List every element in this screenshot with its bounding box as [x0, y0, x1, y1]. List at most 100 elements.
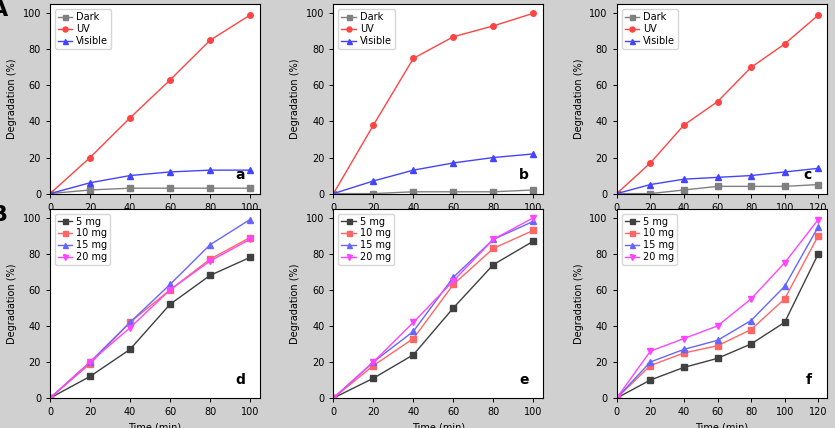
10 mg	[813, 233, 823, 238]
5 mg	[205, 273, 215, 278]
Line: 20 mg: 20 mg	[48, 237, 253, 401]
Visible	[165, 169, 175, 175]
10 mg	[85, 361, 95, 366]
5 mg	[245, 255, 255, 260]
UV	[488, 24, 498, 29]
Y-axis label: Degradation (%): Degradation (%)	[574, 263, 584, 344]
15 mg	[328, 395, 338, 401]
UV	[679, 122, 689, 128]
20 mg	[679, 336, 689, 341]
Visible	[85, 180, 95, 185]
20 mg	[408, 320, 418, 325]
Line: UV: UV	[614, 12, 821, 196]
5 mg	[529, 239, 539, 244]
Dark	[679, 187, 689, 193]
Line: Dark: Dark	[48, 185, 253, 196]
Line: Visible: Visible	[614, 166, 821, 196]
UV	[712, 99, 722, 104]
UV	[645, 160, 655, 166]
Text: e: e	[519, 373, 529, 386]
10 mg	[679, 351, 689, 356]
Visible	[612, 191, 622, 196]
Line: 20 mg: 20 mg	[331, 215, 536, 401]
20 mg	[85, 360, 95, 365]
Line: 10 mg: 10 mg	[331, 228, 536, 401]
Dark	[746, 184, 757, 189]
Text: b: b	[519, 168, 529, 182]
Line: Dark: Dark	[331, 187, 536, 196]
15 mg	[645, 360, 655, 365]
20 mg	[328, 395, 338, 401]
Visible	[368, 178, 378, 184]
10 mg	[245, 235, 255, 240]
Dark	[488, 189, 498, 194]
20 mg	[45, 395, 55, 401]
10 mg	[45, 395, 55, 401]
5 mg	[712, 356, 722, 361]
15 mg	[165, 282, 175, 287]
X-axis label: Time (min): Time (min)	[696, 218, 748, 228]
15 mg	[612, 395, 622, 401]
20 mg	[125, 325, 135, 330]
5 mg	[612, 395, 622, 401]
Dark	[448, 189, 458, 194]
Visible	[448, 160, 458, 166]
5 mg	[746, 342, 757, 347]
Y-axis label: Degradation (%): Degradation (%)	[574, 59, 584, 139]
Text: f: f	[806, 373, 812, 386]
Line: Visible: Visible	[331, 151, 536, 196]
Dark	[645, 191, 655, 196]
10 mg	[368, 363, 378, 368]
Legend: Dark, UV, Visible: Dark, UV, Visible	[621, 9, 678, 49]
Visible	[712, 175, 722, 180]
10 mg	[408, 336, 418, 341]
UV	[245, 12, 255, 18]
UV	[529, 11, 539, 16]
Visible	[125, 173, 135, 178]
10 mg	[328, 395, 338, 401]
20 mg	[529, 215, 539, 220]
15 mg	[813, 224, 823, 229]
UV	[165, 77, 175, 83]
15 mg	[368, 360, 378, 365]
X-axis label: Time (min): Time (min)	[412, 422, 465, 428]
10 mg	[165, 287, 175, 292]
Line: 5 mg: 5 mg	[614, 251, 821, 401]
10 mg	[780, 296, 790, 301]
Line: UV: UV	[331, 11, 536, 196]
15 mg	[780, 284, 790, 289]
20 mg	[712, 324, 722, 329]
Dark	[408, 189, 418, 194]
5 mg	[813, 251, 823, 256]
15 mg	[448, 275, 458, 280]
20 mg	[813, 217, 823, 222]
Visible	[813, 166, 823, 171]
20 mg	[448, 278, 458, 283]
Visible	[529, 152, 539, 157]
20 mg	[612, 395, 622, 401]
UV	[45, 191, 55, 196]
Dark	[245, 186, 255, 191]
UV	[746, 65, 757, 70]
Legend: 5 mg, 10 mg, 15 mg, 20 mg: 5 mg, 10 mg, 15 mg, 20 mg	[55, 214, 110, 265]
UV	[813, 12, 823, 18]
Line: 15 mg: 15 mg	[331, 219, 536, 401]
Visible	[328, 191, 338, 196]
10 mg	[645, 363, 655, 368]
Line: 5 mg: 5 mg	[48, 255, 253, 401]
15 mg	[85, 360, 95, 365]
20 mg	[488, 237, 498, 242]
20 mg	[205, 259, 215, 264]
UV	[368, 122, 378, 128]
Line: 10 mg: 10 mg	[48, 235, 253, 401]
Dark	[45, 191, 55, 196]
Dark	[85, 187, 95, 193]
Line: 5 mg: 5 mg	[331, 238, 536, 401]
20 mg	[780, 260, 790, 265]
UV	[612, 191, 622, 196]
Legend: 5 mg, 10 mg, 15 mg, 20 mg: 5 mg, 10 mg, 15 mg, 20 mg	[338, 214, 394, 265]
10 mg	[746, 327, 757, 332]
Dark	[125, 186, 135, 191]
Y-axis label: Degradation (%): Degradation (%)	[291, 59, 301, 139]
Text: d: d	[235, 373, 245, 386]
